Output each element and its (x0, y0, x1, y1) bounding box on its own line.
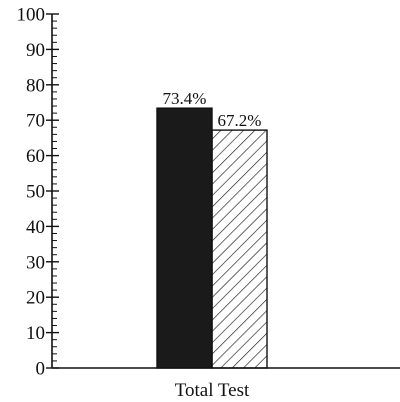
bar-value-label: 67.2% (218, 111, 262, 130)
y-tick-label: 70 (26, 111, 45, 132)
bars (156, 107, 268, 369)
y-tick-label: 80 (26, 75, 45, 96)
y-axis: 0 10 20 30 40 50 60 70 80 90 100 (17, 5, 59, 380)
y-tick-label: 90 (26, 40, 45, 61)
data-labels: 73.4% 67.2% (163, 89, 262, 130)
x-category-label: Total Test (175, 380, 250, 401)
y-tick-label: 0 (36, 359, 46, 380)
y-tick-label: 10 (26, 323, 45, 344)
bar-solid (156, 107, 213, 369)
bar-hatched (211, 129, 268, 369)
bar-value-label: 73.4% (163, 89, 207, 108)
y-tick-label: 30 (26, 252, 45, 273)
y-tick-label: 60 (26, 146, 45, 167)
y-tick-label: 100 (17, 5, 46, 26)
y-tick-label: 40 (26, 217, 45, 238)
y-tick-label: 20 (26, 288, 45, 309)
x-axis: Total Test (52, 367, 400, 401)
y-tick-label: 50 (26, 182, 45, 203)
